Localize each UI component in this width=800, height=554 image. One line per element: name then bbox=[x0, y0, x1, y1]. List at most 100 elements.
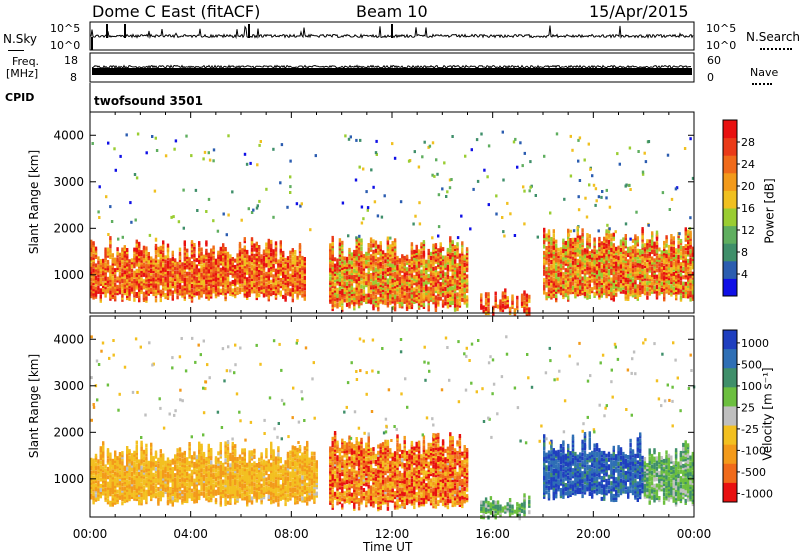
power-heatmap-cell bbox=[367, 268, 370, 273]
power-heatmap-cell bbox=[169, 258, 172, 263]
power-heatmap-cell bbox=[456, 282, 459, 286]
power-heatmap-cell bbox=[446, 250, 450, 254]
power-heatmap-cell bbox=[559, 247, 563, 252]
power-heatmap-cell bbox=[675, 271, 678, 276]
power-heatmap-cell bbox=[410, 259, 414, 263]
power-heatmap-cell bbox=[270, 256, 273, 261]
power-heatmap-cell bbox=[345, 296, 349, 301]
power-heatmap-cell bbox=[226, 285, 230, 290]
power-heatmap-cell bbox=[159, 254, 162, 259]
power-heatmap-cell bbox=[651, 250, 654, 255]
power-heatmap-cell bbox=[487, 296, 490, 301]
power-heatmap-cell bbox=[190, 292, 194, 297]
power-heatmap-cell bbox=[219, 246, 222, 251]
power-heatmap-cell bbox=[641, 287, 644, 292]
power-heatmap-cell bbox=[391, 280, 394, 285]
power-heatmap-cell bbox=[210, 252, 213, 257]
power-heatmap-cell bbox=[465, 299, 469, 304]
power-heatmap-cell bbox=[198, 247, 201, 252]
power-heatmap-cell bbox=[102, 271, 105, 276]
power-heatmap-cell bbox=[550, 241, 553, 246]
power-heatmap-cell bbox=[231, 292, 234, 297]
power-heatmap-cell bbox=[198, 287, 201, 292]
power-heatmap-cell bbox=[663, 297, 666, 302]
power-heatmap-cell bbox=[389, 292, 392, 297]
power-heatmap-cell bbox=[279, 271, 282, 276]
power-heatmap-cell bbox=[389, 284, 392, 289]
power-heatmap-cell bbox=[193, 257, 196, 262]
power-heatmap-cell bbox=[422, 279, 426, 284]
power-heatmap-cell bbox=[126, 296, 129, 301]
power-heatmap-cell bbox=[600, 283, 603, 288]
power-heatmap-cell bbox=[593, 294, 596, 298]
power-heatmap-cell bbox=[341, 242, 344, 247]
power-heatmap-cell bbox=[381, 296, 385, 301]
power-heatmap-cell bbox=[591, 289, 594, 294]
power-heatmap-cell bbox=[126, 258, 129, 263]
power-heatmap-cell bbox=[564, 243, 567, 247]
power-heatmap-cell bbox=[303, 290, 306, 295]
power-heatmap-scatter bbox=[109, 205, 112, 209]
power-heatmap-cell bbox=[567, 241, 570, 246]
power-heatmap-cell bbox=[651, 243, 654, 248]
power-heatmap-cell bbox=[439, 275, 442, 280]
power-heatmap-cell bbox=[279, 269, 282, 274]
power-heatmap-cell bbox=[612, 232, 615, 237]
power-heatmap-cell bbox=[583, 292, 587, 297]
power-heatmap-cell bbox=[147, 256, 150, 261]
power-heatmap-cell bbox=[284, 283, 287, 287]
power-heatmap-cell bbox=[109, 244, 112, 249]
power-heatmap-cell bbox=[291, 277, 294, 282]
power-heatmap-cell bbox=[603, 255, 606, 260]
power-heatmap-cell bbox=[291, 275, 294, 280]
power-heatmap-cell bbox=[672, 274, 675, 278]
power-heatmap-cell bbox=[600, 258, 603, 263]
power-heatmap-scatter bbox=[584, 196, 587, 200]
power-heatmap-cell bbox=[178, 274, 182, 279]
power-heatmap-cell bbox=[111, 259, 114, 264]
power-heatmap-cell bbox=[446, 252, 450, 257]
power-heatmap-cell bbox=[396, 285, 399, 290]
power-heatmap-cell bbox=[377, 250, 380, 255]
power-heatmap-cell bbox=[369, 264, 373, 269]
power-heatmap-cell bbox=[109, 267, 112, 272]
power-heatmap-cell bbox=[499, 299, 502, 304]
power-heatmap-cell bbox=[355, 239, 358, 244]
power-heatmap-cell bbox=[190, 242, 194, 247]
power-heatmap-cell bbox=[374, 280, 378, 285]
power-heatmap-cell bbox=[231, 271, 234, 276]
power-heatmap-cell bbox=[258, 286, 261, 291]
power-heatmap-cell bbox=[571, 269, 575, 274]
power-heatmap-cell bbox=[374, 244, 378, 249]
velocity-heatmap-cell bbox=[90, 466, 93, 471]
power-heatmap-cell bbox=[610, 279, 613, 284]
power-heatmap-cell bbox=[629, 267, 632, 272]
power-heatmap-cell bbox=[547, 285, 551, 290]
power-heatmap-cell bbox=[365, 283, 368, 288]
power-heatmap-cell bbox=[422, 271, 426, 276]
power-heatmap-cell bbox=[571, 277, 575, 282]
power-heatmap-cell bbox=[547, 239, 551, 244]
power-heatmap-cell bbox=[106, 266, 110, 271]
power-heatmap-cell bbox=[636, 296, 639, 301]
power-heatmap-cell bbox=[393, 267, 397, 272]
power-heatmap-cell bbox=[210, 279, 213, 284]
power-heatmap-scatter bbox=[576, 226, 579, 230]
power-heatmap-cell bbox=[246, 260, 249, 265]
power-heatmap-cell bbox=[181, 268, 184, 273]
power-heatmap-cell bbox=[480, 303, 483, 308]
power-heatmap-cell bbox=[214, 286, 218, 290]
power-heatmap-cell bbox=[362, 260, 366, 265]
power-heatmap-cell bbox=[164, 286, 167, 291]
power-heatmap-cell bbox=[622, 266, 625, 271]
power-heatmap-cell bbox=[202, 283, 206, 288]
power-heatmap-cell bbox=[355, 294, 358, 299]
power-heatmap-cell bbox=[612, 278, 615, 283]
power-heatmap-cell bbox=[639, 270, 642, 274]
power-heatmap-cell bbox=[422, 286, 426, 291]
power-heatmap-cell bbox=[598, 239, 601, 243]
power-heatmap-cell bbox=[331, 282, 334, 286]
power-heatmap-cell bbox=[341, 291, 344, 296]
power-heatmap-cell bbox=[646, 253, 649, 258]
power-heatmap-cell bbox=[140, 281, 143, 286]
